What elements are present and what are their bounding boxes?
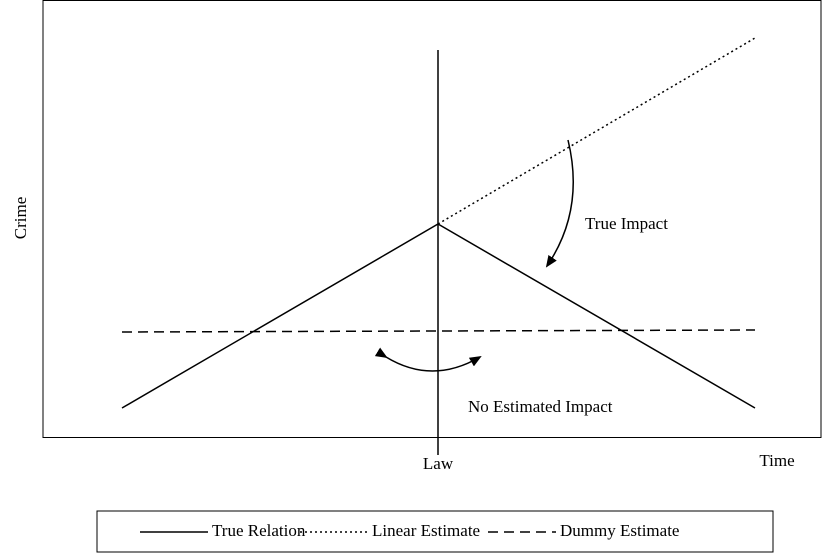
dummy-estimate bbox=[121, 329, 756, 333]
legend-label: Dummy Estimate bbox=[560, 521, 679, 540]
legend bbox=[96, 510, 774, 553]
linear-estimate bbox=[437, 37, 756, 225]
no-impact-arrow bbox=[374, 347, 482, 372]
legend-label: Linear Estimate bbox=[372, 521, 480, 540]
x-axis-label: Time bbox=[759, 451, 794, 470]
legend-label: True Relation bbox=[212, 521, 306, 540]
true-impact-label: True Impact bbox=[585, 214, 668, 233]
no-impact-label: No Estimated Impact bbox=[468, 397, 613, 416]
y-axis-label: Crime bbox=[11, 197, 30, 240]
law-label: Law bbox=[423, 454, 454, 473]
true-impact-arrow bbox=[545, 139, 574, 268]
plot-frame bbox=[42, 0, 822, 438]
